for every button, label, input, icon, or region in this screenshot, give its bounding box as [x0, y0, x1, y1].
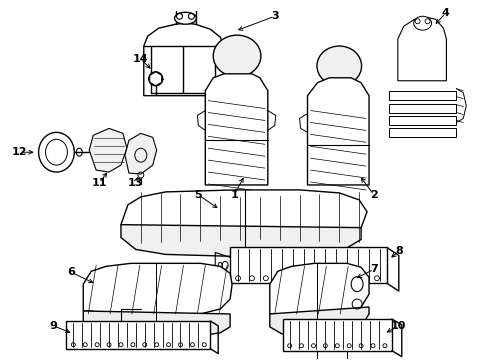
Polygon shape	[269, 307, 368, 336]
Bar	[388, 91, 455, 100]
Polygon shape	[124, 133, 156, 174]
Ellipse shape	[39, 132, 74, 172]
Polygon shape	[307, 78, 368, 185]
Text: 2: 2	[369, 190, 377, 200]
Polygon shape	[83, 264, 232, 316]
Polygon shape	[143, 23, 224, 96]
Polygon shape	[149, 72, 162, 86]
Text: 3: 3	[270, 11, 278, 21]
Bar	[230, 247, 386, 283]
Polygon shape	[269, 264, 368, 317]
Ellipse shape	[213, 35, 260, 77]
Text: 14: 14	[133, 54, 148, 64]
Bar	[282, 319, 391, 351]
Text: 11: 11	[91, 178, 107, 188]
Ellipse shape	[174, 12, 196, 24]
Text: 6: 6	[67, 267, 75, 277]
Bar	[388, 129, 455, 137]
Text: 8: 8	[394, 247, 402, 256]
Text: 12: 12	[12, 147, 27, 157]
Text: 9: 9	[49, 321, 57, 331]
Text: 13: 13	[128, 178, 143, 188]
Bar	[388, 117, 455, 125]
Text: 10: 10	[390, 321, 406, 331]
Polygon shape	[121, 225, 360, 256]
Polygon shape	[205, 74, 267, 185]
Polygon shape	[397, 17, 446, 81]
Polygon shape	[83, 311, 230, 336]
Text: 4: 4	[441, 8, 448, 18]
Polygon shape	[121, 190, 366, 244]
Polygon shape	[89, 129, 127, 172]
Ellipse shape	[413, 16, 431, 30]
Bar	[388, 104, 455, 113]
Bar	[66, 321, 210, 349]
Ellipse shape	[316, 46, 361, 86]
Text: 5: 5	[194, 190, 202, 200]
Text: 7: 7	[369, 264, 377, 274]
Text: 1: 1	[230, 190, 238, 200]
